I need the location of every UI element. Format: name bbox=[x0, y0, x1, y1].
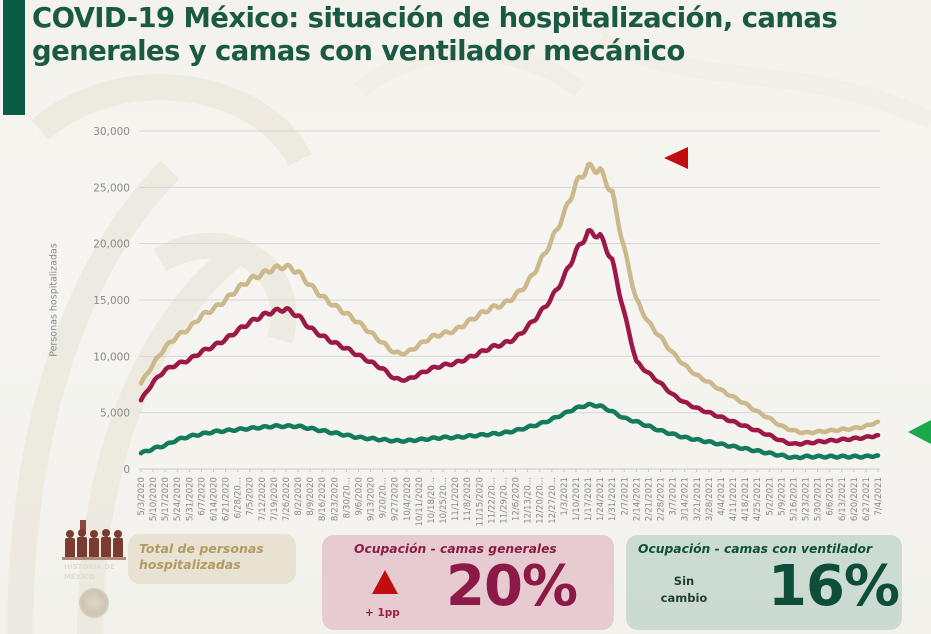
svg-text:5/31/2020: 5/31/2020 bbox=[185, 477, 195, 521]
svg-text:11/8/2020: 11/8/2020 bbox=[463, 477, 473, 521]
svg-text:5,000: 5,000 bbox=[100, 408, 130, 420]
red-marker-icon bbox=[664, 147, 688, 169]
svg-text:5/2/2021: 5/2/2021 bbox=[765, 477, 775, 516]
card-general-beds: Ocupación - camas generales + 1pp 20% bbox=[322, 535, 614, 630]
svg-text:10/18/20...: 10/18/20... bbox=[427, 477, 437, 524]
page-title: COVID-19 México: situación de hospitaliz… bbox=[32, 2, 838, 67]
card-ventilator-beds: Ocupación - camas con ventilador Sin cam… bbox=[626, 535, 902, 630]
svg-text:5/3/2020: 5/3/2020 bbox=[137, 477, 147, 516]
svg-text:4/11/2021: 4/11/2021 bbox=[729, 477, 739, 521]
svg-text:10/11/2020: 10/11/2020 bbox=[415, 477, 425, 527]
svg-text:6/7/2020: 6/7/2020 bbox=[197, 477, 207, 516]
svg-text:11/1/2020: 11/1/2020 bbox=[451, 477, 461, 521]
svg-text:30,000: 30,000 bbox=[93, 126, 130, 138]
svg-text:5/10/2020: 5/10/2020 bbox=[149, 477, 159, 521]
svg-text:7/4/2021: 7/4/2021 bbox=[874, 477, 884, 516]
svg-text:4/25/2021: 4/25/2021 bbox=[753, 477, 763, 521]
svg-text:9/20/20...: 9/20/20... bbox=[379, 477, 389, 518]
accent-bar bbox=[3, 0, 25, 115]
svg-text:6/14/2020: 6/14/2020 bbox=[209, 477, 219, 521]
svg-text:5/23/2021: 5/23/2021 bbox=[802, 477, 812, 521]
svg-text:1/17/2021: 1/17/2021 bbox=[584, 477, 594, 521]
svg-text:6/20/2021: 6/20/2021 bbox=[850, 477, 860, 521]
svg-text:9/13/2020: 9/13/2020 bbox=[367, 477, 377, 521]
svg-text:5/24/2020: 5/24/2020 bbox=[173, 477, 183, 521]
svg-text:7/19/2020: 7/19/2020 bbox=[270, 477, 280, 521]
svg-text:4/4/2021: 4/4/2021 bbox=[717, 477, 727, 516]
svg-text:6/27/2021: 6/27/2021 bbox=[862, 477, 872, 521]
card-general-title: Ocupación - camas generales bbox=[354, 542, 557, 556]
card-total-label: Total de personas hospitalizadas bbox=[139, 541, 264, 572]
svg-text:8/23/2020: 8/23/2020 bbox=[330, 477, 340, 521]
card-ventilator-value: 16% bbox=[768, 554, 900, 619]
svg-text:11/22/20...: 11/22/20... bbox=[487, 477, 497, 524]
svg-text:9/6/2020: 9/6/2020 bbox=[354, 477, 364, 516]
svg-text:3/7/2021: 3/7/2021 bbox=[669, 477, 679, 516]
svg-text:15,000: 15,000 bbox=[93, 295, 130, 307]
svg-text:2/21/2021: 2/21/2021 bbox=[644, 477, 654, 521]
svg-text:7/26/2020: 7/26/2020 bbox=[282, 477, 292, 521]
svg-text:5/30/2021: 5/30/2021 bbox=[814, 477, 824, 521]
chart-series bbox=[138, 161, 881, 461]
svg-text:2/28/2021: 2/28/2021 bbox=[657, 477, 667, 521]
svg-text:5/9/2021: 5/9/2021 bbox=[777, 477, 787, 516]
svg-text:11/29/20...: 11/29/20... bbox=[499, 477, 509, 524]
svg-text:6/13/2021: 6/13/2021 bbox=[838, 477, 848, 521]
series-line bbox=[138, 401, 881, 461]
svg-text:20,000: 20,000 bbox=[93, 239, 130, 251]
svg-text:12/27/20...: 12/27/20... bbox=[548, 477, 558, 524]
svg-text:8/2/2020: 8/2/2020 bbox=[294, 477, 304, 516]
series-line bbox=[138, 227, 881, 447]
svg-text:10,000: 10,000 bbox=[93, 351, 130, 363]
svg-text:10/25/20...: 10/25/20... bbox=[439, 477, 449, 524]
svg-text:2/7/2021: 2/7/2021 bbox=[620, 477, 630, 516]
svg-text:10/4/2020: 10/4/2020 bbox=[403, 477, 413, 521]
card-ventilator-title: Ocupación - camas con ventilador bbox=[638, 542, 873, 556]
svg-text:6/6/2021: 6/6/2021 bbox=[826, 477, 836, 516]
card-general-value: 20% bbox=[446, 554, 578, 619]
svg-text:5/16/2021: 5/16/2021 bbox=[789, 477, 799, 521]
svg-text:8/16/2020: 8/16/2020 bbox=[318, 477, 328, 521]
series-line bbox=[138, 161, 881, 436]
svg-text:12/13/20...: 12/13/20... bbox=[524, 477, 534, 524]
svg-text:1/24/2021: 1/24/2021 bbox=[596, 477, 606, 521]
x-axis-ticks: 5/3/2020 5/10/2020 5/17/2020 5/24/2020 5/31/… bbox=[137, 469, 884, 527]
svg-text:9/27/2020: 9/27/2020 bbox=[391, 477, 401, 521]
svg-text:1/10/2021: 1/10/2021 bbox=[572, 477, 582, 521]
card-ventilator-status: Sin cambio bbox=[660, 574, 708, 605]
svg-text:8/9/2020: 8/9/2020 bbox=[306, 477, 316, 516]
up-triangle-icon bbox=[372, 570, 398, 594]
logo-subtitle: HISTORIA DE MÉXICO bbox=[64, 563, 115, 581]
svg-text:1/31/2021: 1/31/2021 bbox=[608, 477, 618, 521]
y-axis-ticks: 0 5,000 10,000 15,000 20,000 25,000 30,000 bbox=[93, 126, 130, 476]
card-total-hospitalized: Total de personas hospitalizadas bbox=[128, 534, 296, 584]
svg-text:7/5/2020: 7/5/2020 bbox=[246, 477, 256, 516]
logo-historical-figures bbox=[62, 520, 126, 560]
svg-text:12/6/2020: 12/6/2020 bbox=[512, 477, 522, 521]
svg-text:7/12/2020: 7/12/2020 bbox=[258, 477, 268, 521]
svg-text:3/21/2021: 3/21/2021 bbox=[693, 477, 703, 521]
green-marker-icon bbox=[908, 420, 931, 444]
line-chart: 0 5,000 10,000 15,000 20,000 25,000 30,000 5/3… bbox=[93, 126, 931, 527]
svg-text:11/15/2020: 11/15/2020 bbox=[475, 477, 485, 527]
svg-text:25,000: 25,000 bbox=[93, 182, 130, 194]
card-general-delta: + 1pp bbox=[365, 607, 400, 619]
svg-text:8/30/20...: 8/30/20... bbox=[342, 477, 352, 518]
svg-text:1/3/2021: 1/3/2021 bbox=[560, 477, 570, 516]
svg-text:12/20/20...: 12/20/20... bbox=[536, 477, 546, 524]
svg-text:6/21/2020: 6/21/2020 bbox=[222, 477, 232, 521]
national-seal-icon bbox=[79, 588, 109, 618]
svg-text:4/18/2021: 4/18/2021 bbox=[741, 477, 751, 521]
svg-text:6/28/20...: 6/28/20... bbox=[234, 477, 244, 518]
svg-text:2/14/2021: 2/14/2021 bbox=[632, 477, 642, 521]
svg-text:5/17/2020: 5/17/2020 bbox=[161, 477, 171, 521]
svg-text:0: 0 bbox=[123, 464, 130, 476]
svg-text:3/28/2021: 3/28/2021 bbox=[705, 477, 715, 521]
svg-text:3/14/2021: 3/14/2021 bbox=[681, 477, 691, 521]
